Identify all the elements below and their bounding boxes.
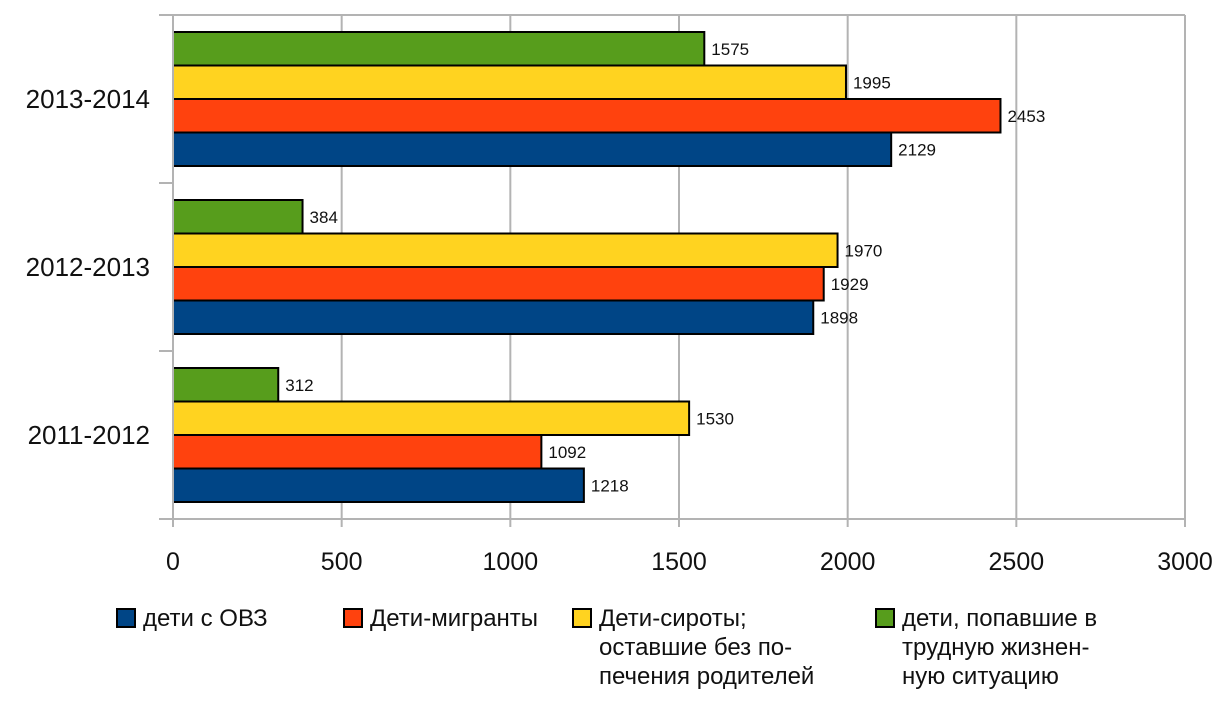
- bar-value-label: 312: [285, 376, 313, 395]
- bar-value-label: 1575: [711, 40, 749, 59]
- legend-label-difficult: дети, попавшие в трудную жизнен- ную сит…: [902, 605, 1098, 690]
- bar-value-label: 1218: [591, 476, 629, 495]
- bar-chart: 1218 1092 1530 312 1898 1929 1970 384 2129 2453 19…: [26, 14, 1213, 576]
- bar-value-label: 384: [310, 208, 338, 227]
- bar: [172, 266, 825, 302]
- bar-value-label: 2129: [898, 140, 936, 159]
- bar: [172, 367, 280, 403]
- legend-label-migrants: Дети-мигранты: [370, 605, 539, 632]
- legend-swatch-difficult: [875, 608, 895, 628]
- legend-item-migrants: Дети-мигранты: [343, 604, 538, 633]
- bar-value-label: 1898: [820, 308, 858, 327]
- legend-item-difficult: дети, попавшие в трудную жизнен- ную сит…: [875, 604, 1097, 691]
- y-category-label: 2011-2012: [28, 420, 150, 450]
- bar: [172, 400, 691, 436]
- bar-value-label: 1929: [831, 275, 869, 294]
- legend-swatch-ovz: [116, 608, 136, 628]
- bar-value-label: 1970: [845, 241, 883, 260]
- y-axis-category-labels: 2011-2012 2012-2013 2013-2014: [26, 84, 150, 450]
- x-tick-label: 2000: [820, 548, 876, 576]
- x-axis-tick-labels: 0 500 1000 1500 2000 2500 3000: [166, 548, 1213, 576]
- value-labels: 1218 1092 1530 312 1898 1929 1970 384 2129 2453 19…: [285, 40, 1045, 496]
- x-tick-label: 0: [166, 548, 180, 576]
- bar: [172, 98, 1002, 134]
- legend-swatch-migrants: [343, 608, 363, 628]
- legend-swatch-orphans: [572, 608, 592, 628]
- bar: [172, 131, 893, 167]
- x-tick-label: 2500: [989, 548, 1045, 576]
- y-category-label: 2012-2013: [26, 252, 150, 282]
- legend-label-ovz: дети с ОВЗ: [143, 605, 268, 632]
- x-tick-label: 500: [321, 548, 363, 576]
- bar: [172, 199, 304, 235]
- bar-value-label: 1995: [853, 73, 891, 92]
- bar: [172, 31, 706, 67]
- bar: [172, 467, 585, 503]
- bar-value-label: 2453: [1007, 107, 1045, 126]
- legend-item-orphans: Дети-сироты; оставшие без по- печения ро…: [572, 604, 814, 691]
- legend-item-ovz: дети с ОВЗ: [116, 604, 268, 633]
- x-tick-label: 1500: [651, 548, 707, 576]
- axes: [159, 14, 1186, 527]
- bar: [172, 434, 543, 470]
- bar-value-label: 1092: [548, 443, 586, 462]
- bars: [172, 31, 1002, 503]
- legend: дети с ОВЗ Дети-мигранты Дети-сироты; ос…: [110, 604, 1210, 708]
- bar: [172, 232, 839, 268]
- x-tick-label: 3000: [1157, 548, 1213, 576]
- y-category-label: 2013-2014: [26, 84, 150, 114]
- legend-label-orphans: Дети-сироты; оставшие без по- печения ро…: [599, 605, 815, 690]
- bar: [172, 299, 815, 335]
- bar: [172, 64, 847, 100]
- x-tick-label: 1000: [483, 548, 539, 576]
- bar-value-label: 1530: [696, 409, 734, 428]
